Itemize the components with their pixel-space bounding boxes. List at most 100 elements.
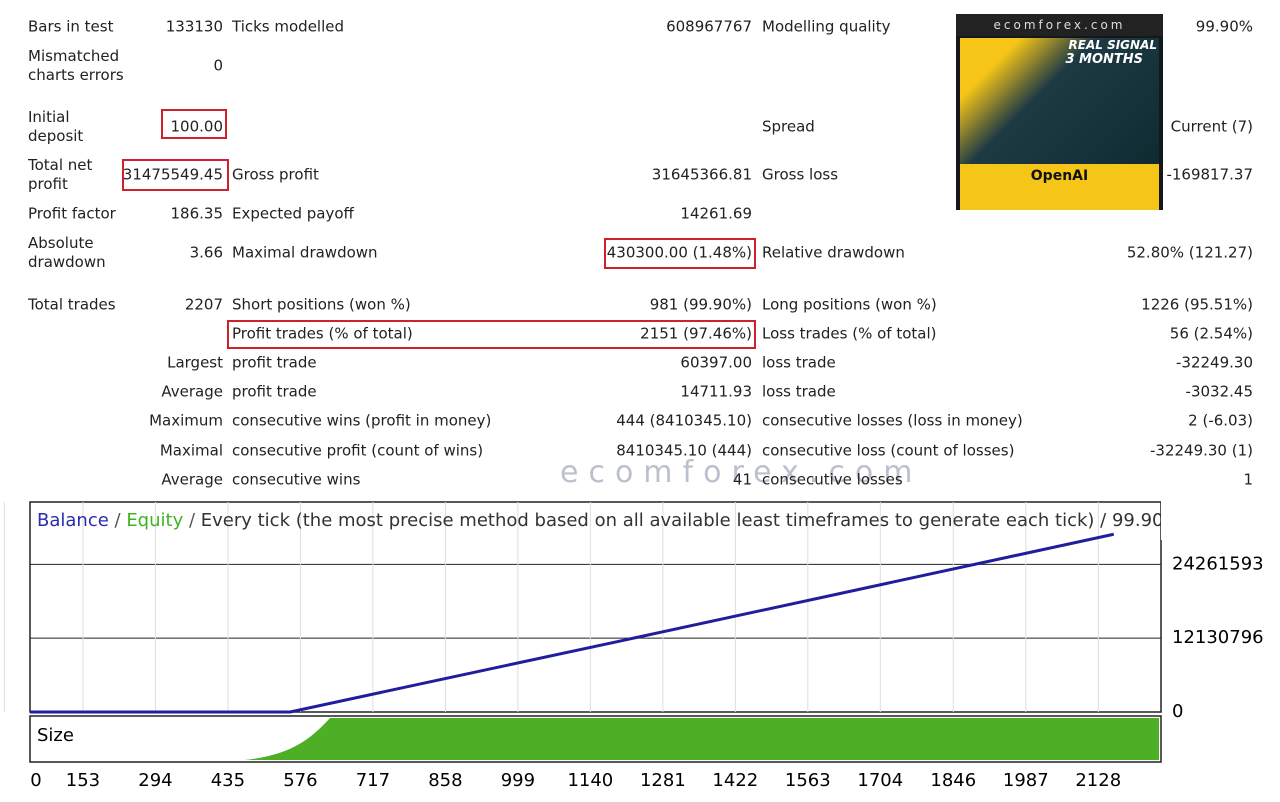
stat-value: 1 <box>1243 470 1253 489</box>
advert: ecomforex.com REAL SIGNAL 3 MONTHS OpenA… <box>956 14 1163 226</box>
stat-value: 444 (8410345.10) <box>616 411 752 430</box>
advert-subline: 3 MONTHS <box>1065 52 1143 67</box>
chart-title: Balance / Equity / Every tick (the most … <box>37 510 1181 531</box>
stat-label: Relative drawdown <box>762 243 905 262</box>
stat-label: Ticks modelled <box>232 17 345 36</box>
x-tick-label: 1704 <box>857 770 903 791</box>
legend-balance: Balance <box>37 510 109 531</box>
stat-value: Current (7) <box>1170 117 1253 136</box>
stat-prefix: Maximal <box>159 441 223 460</box>
stat-label: Gross loss <box>762 165 839 184</box>
stat-value: 981 (99.90%) <box>649 295 752 314</box>
stat-label: Maximal drawdown <box>232 243 378 262</box>
title-clip <box>1161 500 1280 540</box>
stat-value: 2151 (97.46%) <box>640 324 752 343</box>
stat-label: Long positions (won %) <box>762 295 937 314</box>
x-tick-label: 858 <box>428 770 462 791</box>
stat-label: Profit factor <box>28 204 116 223</box>
stat-value: 186.35 <box>170 204 224 223</box>
stat-value: 1226 (95.51%) <box>1141 295 1253 314</box>
advert-site: ecomforex.com <box>956 14 1163 36</box>
stat-value: 133130 <box>165 17 223 36</box>
stat-label: loss trade <box>762 353 836 372</box>
advert-headline: REAL SIGNAL <box>1068 38 1157 52</box>
stat-prefix: Maximum <box>149 411 223 430</box>
stat-value: -32249.30 (1) <box>1149 441 1253 460</box>
stat-label: Initial deposit <box>28 108 84 145</box>
advert-brand: OpenAI <box>960 164 1159 188</box>
watermark: ecomforex.com <box>560 455 923 490</box>
chart-subtitle: Every tick (the most precise method base… <box>201 510 1181 531</box>
stat-value: 8410345.10 (444) <box>616 441 752 460</box>
x-tick-label: 2128 <box>1075 770 1121 791</box>
size-area <box>245 718 1159 760</box>
stat-value: 430300.00 (1.48%) <box>606 243 752 262</box>
stat-label: consecutive losses (loss in money) <box>762 411 1023 430</box>
stat-value: 100.00 <box>170 117 224 136</box>
stat-value: -32249.30 <box>1176 353 1253 372</box>
stat-value: -169817.37 <box>1166 165 1253 184</box>
x-tick-label: 576 <box>283 770 317 791</box>
highlight-box <box>161 109 227 139</box>
separator: / <box>109 510 127 531</box>
stat-label: consecutive loss (count of losses) <box>762 441 1015 460</box>
x-tick-label: 1987 <box>1003 770 1049 791</box>
stat-value: -3032.45 <box>1185 382 1253 401</box>
stat-value: 52.80% (121.27) <box>1126 243 1253 262</box>
stat-value: 2 (-6.03) <box>1188 411 1253 430</box>
stat-label: loss trade <box>762 382 836 401</box>
y-tick-label: 12130796 <box>1172 627 1264 648</box>
x-tick-label: 153 <box>66 770 100 791</box>
x-tick-label: 1281 <box>640 770 686 791</box>
x-tick-label: 0 <box>30 770 41 791</box>
x-tick-label: 1846 <box>930 770 976 791</box>
stat-label: profit trade <box>232 353 317 372</box>
stat-label: consecutive wins <box>232 470 361 489</box>
x-tick-label: 999 <box>501 770 535 791</box>
x-tick-label: 294 <box>138 770 172 791</box>
stat-label: Total net profit <box>28 156 93 193</box>
stat-label: Spread <box>762 117 815 136</box>
highlight-box <box>604 238 756 269</box>
stat-value: 608967767 <box>666 17 752 36</box>
stat-label: Bars in test <box>28 17 114 36</box>
size-label: Size <box>37 725 74 746</box>
stat-value: 3.66 <box>189 243 223 262</box>
stat-label: Modelling quality <box>762 17 891 36</box>
stat-prefix: Average <box>161 470 223 489</box>
highlight-box <box>227 320 756 349</box>
advert-strip <box>960 188 1159 210</box>
advert-footer <box>956 210 1163 226</box>
stat-label: Expected payoff <box>232 204 354 223</box>
stat-value: 14711.93 <box>680 382 752 401</box>
stat-value: 56 (2.54%) <box>1169 324 1253 343</box>
stat-prefix: Largest <box>167 353 223 372</box>
stat-value: 60397.00 <box>680 353 752 372</box>
stat-label: Profit trades (% of total) <box>232 324 413 343</box>
stat-value: 31475549.45 <box>122 165 223 184</box>
highlight-box <box>122 159 229 191</box>
stat-label: Loss trades (% of total) <box>762 324 937 343</box>
x-tick-label: 1140 <box>567 770 613 791</box>
stat-value: 31645366.81 <box>651 165 752 184</box>
stat-label: Absolute drawdown <box>28 234 106 271</box>
stat-label: consecutive wins (profit in money) <box>232 411 492 430</box>
stat-label: Total trades <box>28 295 116 314</box>
y-tick-label: 24261593 <box>1172 553 1264 574</box>
balance-line <box>30 532 1115 714</box>
x-tick-label: 435 <box>211 770 245 791</box>
stat-value: 0 <box>213 56 223 75</box>
stat-label: consecutive losses <box>762 470 903 489</box>
stat-label: profit trade <box>232 382 317 401</box>
y-tick-label: 0 <box>1172 701 1183 722</box>
separator: / <box>183 510 201 531</box>
stat-prefix: Average <box>161 382 223 401</box>
stat-value: 14261.69 <box>680 204 752 223</box>
stat-value: 41 <box>732 470 752 489</box>
plot-frame <box>29 501 1162 713</box>
stat-label: Gross profit <box>232 165 319 184</box>
stat-label: Mismatched charts errors <box>28 47 124 84</box>
stat-value: 2207 <box>184 295 223 314</box>
